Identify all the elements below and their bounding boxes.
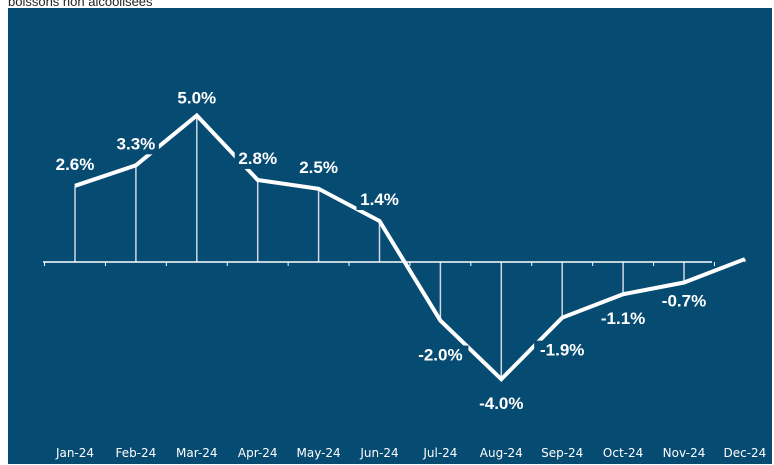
x-tick-label: Jul-24: [422, 446, 457, 460]
data-label-bg: [52, 154, 98, 175]
data-label-bg: [234, 148, 281, 169]
data-label-bg: [534, 340, 591, 361]
data-label-bg: [595, 309, 652, 330]
data-label: 2.6%: [56, 155, 95, 174]
data-label-bg: [412, 345, 469, 366]
x-tick-label: Mar-24: [176, 446, 217, 460]
x-tick-label: May-24: [296, 446, 340, 460]
data-label: 3.3%: [117, 134, 156, 153]
x-tick-label: Apr-24: [238, 446, 278, 460]
data-label-bg: [356, 189, 403, 210]
data-label: -4.0%: [479, 394, 523, 413]
x-tick-label: Sep-24: [541, 446, 583, 460]
x-tick-label: Oct-24: [603, 446, 643, 460]
x-tick-label: Nov-24: [663, 446, 706, 460]
data-label: 2.5%: [299, 158, 338, 177]
data-label-bg: [173, 88, 220, 109]
data-label-bg: [473, 394, 530, 415]
x-tick-label: Jun-24: [359, 446, 398, 460]
data-label-bg: [112, 134, 159, 155]
x-tick-label: Aug-24: [480, 446, 523, 460]
data-label: 2.8%: [238, 149, 277, 168]
data-label: -2.0%: [418, 346, 462, 365]
x-tick-label: Dec-24: [723, 446, 766, 460]
x-tick-label: Feb-24: [115, 446, 156, 460]
data-label: -1.1%: [601, 309, 645, 328]
series-line: [74, 112, 746, 383]
data-label-bg: [656, 291, 712, 312]
data-label: -1.9%: [540, 341, 584, 360]
page-title: boissons non alcoolisées: [8, 0, 153, 9]
data-label: 5.0%: [177, 89, 216, 108]
data-label-bg: [295, 157, 342, 178]
data-label: -0.7%: [662, 292, 706, 311]
data-label: 1.4%: [360, 190, 399, 209]
x-tick-label: Jan-24: [55, 446, 94, 460]
